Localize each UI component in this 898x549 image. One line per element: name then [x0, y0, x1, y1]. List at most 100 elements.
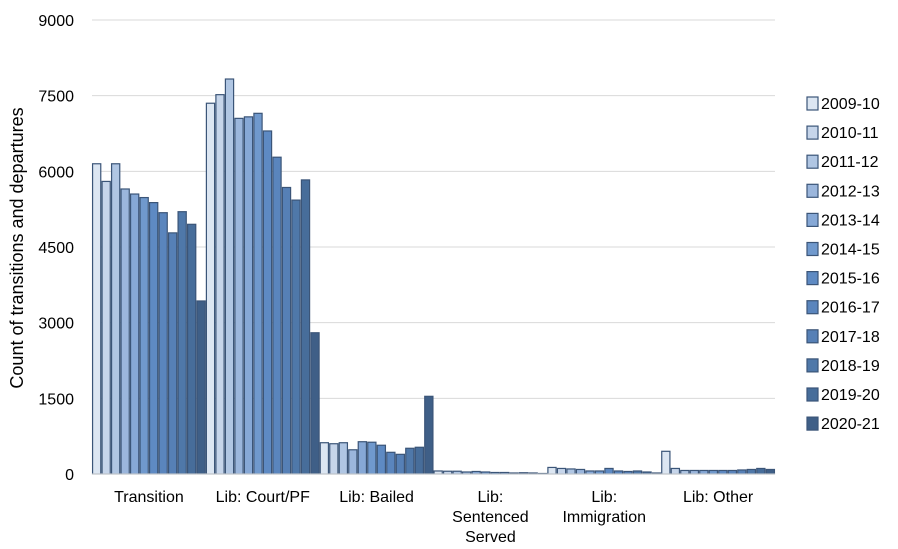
legend-item: 2013-14	[806, 212, 880, 229]
bar	[196, 300, 206, 475]
bar	[234, 117, 244, 475]
bar-group	[91, 163, 206, 475]
bar	[272, 156, 282, 475]
bar	[727, 469, 738, 475]
legend-swatch	[806, 271, 819, 286]
y-tick-label: 1500	[38, 391, 74, 408]
legend-label: 2018-19	[821, 358, 880, 375]
y-tick-label: 3000	[38, 316, 74, 333]
y-tick-label: 0	[65, 467, 74, 484]
bar	[566, 468, 576, 475]
bar	[101, 180, 111, 475]
legend-item: 2014-15	[806, 241, 880, 259]
legend-label: 2009-10	[821, 96, 880, 113]
bar	[708, 469, 719, 475]
bar	[756, 467, 766, 475]
bar	[386, 451, 396, 475]
bar	[547, 466, 557, 475]
bar	[718, 469, 728, 475]
legend-swatch	[806, 387, 819, 402]
legend-label: 2019-20	[821, 387, 880, 404]
bar	[205, 102, 216, 475]
bar	[367, 441, 377, 475]
y-axis-ticks: 0 1500 3000 4500 6000 7500 9000	[38, 13, 74, 484]
legend-item: 2012-13	[806, 183, 880, 200]
bar	[310, 332, 320, 475]
x-tick-label: Lib: Sentenced Served	[452, 489, 529, 546]
bar-group	[661, 450, 776, 475]
bar	[424, 395, 434, 475]
bar	[262, 130, 273, 475]
legend-label: 2010-11	[821, 125, 879, 142]
bar	[746, 468, 757, 475]
y-axis-label: Count of transitions and departures	[7, 107, 27, 388]
bar	[319, 442, 330, 475]
legend-item: 2011-12	[806, 154, 879, 171]
bar	[186, 223, 197, 475]
legend-label: 2020-21	[821, 416, 880, 433]
bar	[680, 469, 690, 475]
legend-label: 2011-12	[821, 154, 879, 171]
bar	[661, 450, 671, 475]
legend-label: 2012-13	[821, 183, 880, 200]
bar	[376, 444, 387, 475]
legend-swatch	[806, 241, 819, 257]
legend-swatch	[806, 358, 819, 373]
x-tick-label: Lib: Other	[683, 489, 754, 506]
bar	[281, 186, 292, 475]
legend-swatch	[806, 329, 819, 344]
legend-swatch	[806, 154, 819, 169]
bar	[120, 188, 130, 475]
bar	[158, 212, 168, 475]
x-tick-label: Transition	[114, 489, 184, 506]
bar	[414, 446, 425, 475]
x-tick-label: Lib: Bailed	[339, 489, 414, 506]
bars	[91, 78, 776, 475]
legend-label: 2013-14	[821, 212, 880, 229]
legend-item: 2009-10	[806, 96, 880, 113]
legend-label: 2016-17	[821, 300, 880, 317]
bar	[243, 116, 254, 475]
bar	[405, 447, 415, 475]
legend-item: 2015-16	[806, 271, 880, 288]
legend-label: 2017-18	[821, 329, 880, 346]
legend: 2009-10 2010-11 2011-12 2012-13 2013-14 2014-…	[806, 96, 880, 433]
legend-swatch	[806, 212, 819, 227]
x-axis-ticks: Transition Lib: Court/PF Lib: Bailed Lib: Se…	[114, 489, 754, 546]
bar	[215, 94, 225, 475]
legend-swatch	[806, 96, 819, 111]
bar	[329, 443, 339, 475]
bar-group	[547, 466, 662, 475]
bar	[737, 469, 747, 475]
legend-swatch	[806, 125, 819, 140]
bar	[604, 467, 614, 475]
bar	[148, 202, 159, 475]
bar	[139, 196, 149, 475]
bar	[765, 468, 776, 475]
x-tick-label: Lib: Immigration	[562, 489, 646, 526]
bar-group	[205, 78, 320, 475]
bar	[556, 467, 567, 475]
legend-label: 2015-16	[821, 271, 880, 288]
bar	[110, 163, 121, 475]
bar	[253, 112, 263, 475]
bar	[224, 78, 235, 475]
y-tick-label: 7500	[38, 89, 74, 106]
legend-swatch	[806, 300, 819, 315]
bar	[575, 468, 586, 475]
y-tick-label: 6000	[38, 164, 74, 181]
bar	[177, 211, 187, 475]
legend-item: 2016-17	[806, 300, 880, 317]
y-tick-label: 9000	[38, 13, 74, 30]
legend-label: 2014-15	[821, 242, 880, 259]
bar	[91, 163, 102, 475]
bar	[357, 441, 368, 475]
legend-item: 2020-21	[806, 416, 880, 433]
legend-item: 2017-18	[806, 329, 880, 346]
legend-swatch	[806, 416, 819, 431]
bar	[348, 449, 358, 475]
legend-item: 2019-20	[806, 387, 880, 404]
bar	[395, 453, 406, 475]
bar	[670, 467, 681, 475]
y-tick-label: 4500	[38, 240, 74, 257]
